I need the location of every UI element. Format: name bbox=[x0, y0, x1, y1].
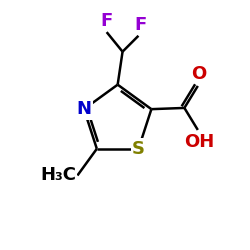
Text: F: F bbox=[135, 16, 147, 34]
Text: OH: OH bbox=[184, 133, 214, 151]
Text: S: S bbox=[132, 140, 145, 158]
Text: N: N bbox=[76, 100, 92, 118]
Text: O: O bbox=[192, 65, 207, 83]
Text: F: F bbox=[100, 12, 113, 30]
Text: H₃C: H₃C bbox=[40, 166, 76, 184]
